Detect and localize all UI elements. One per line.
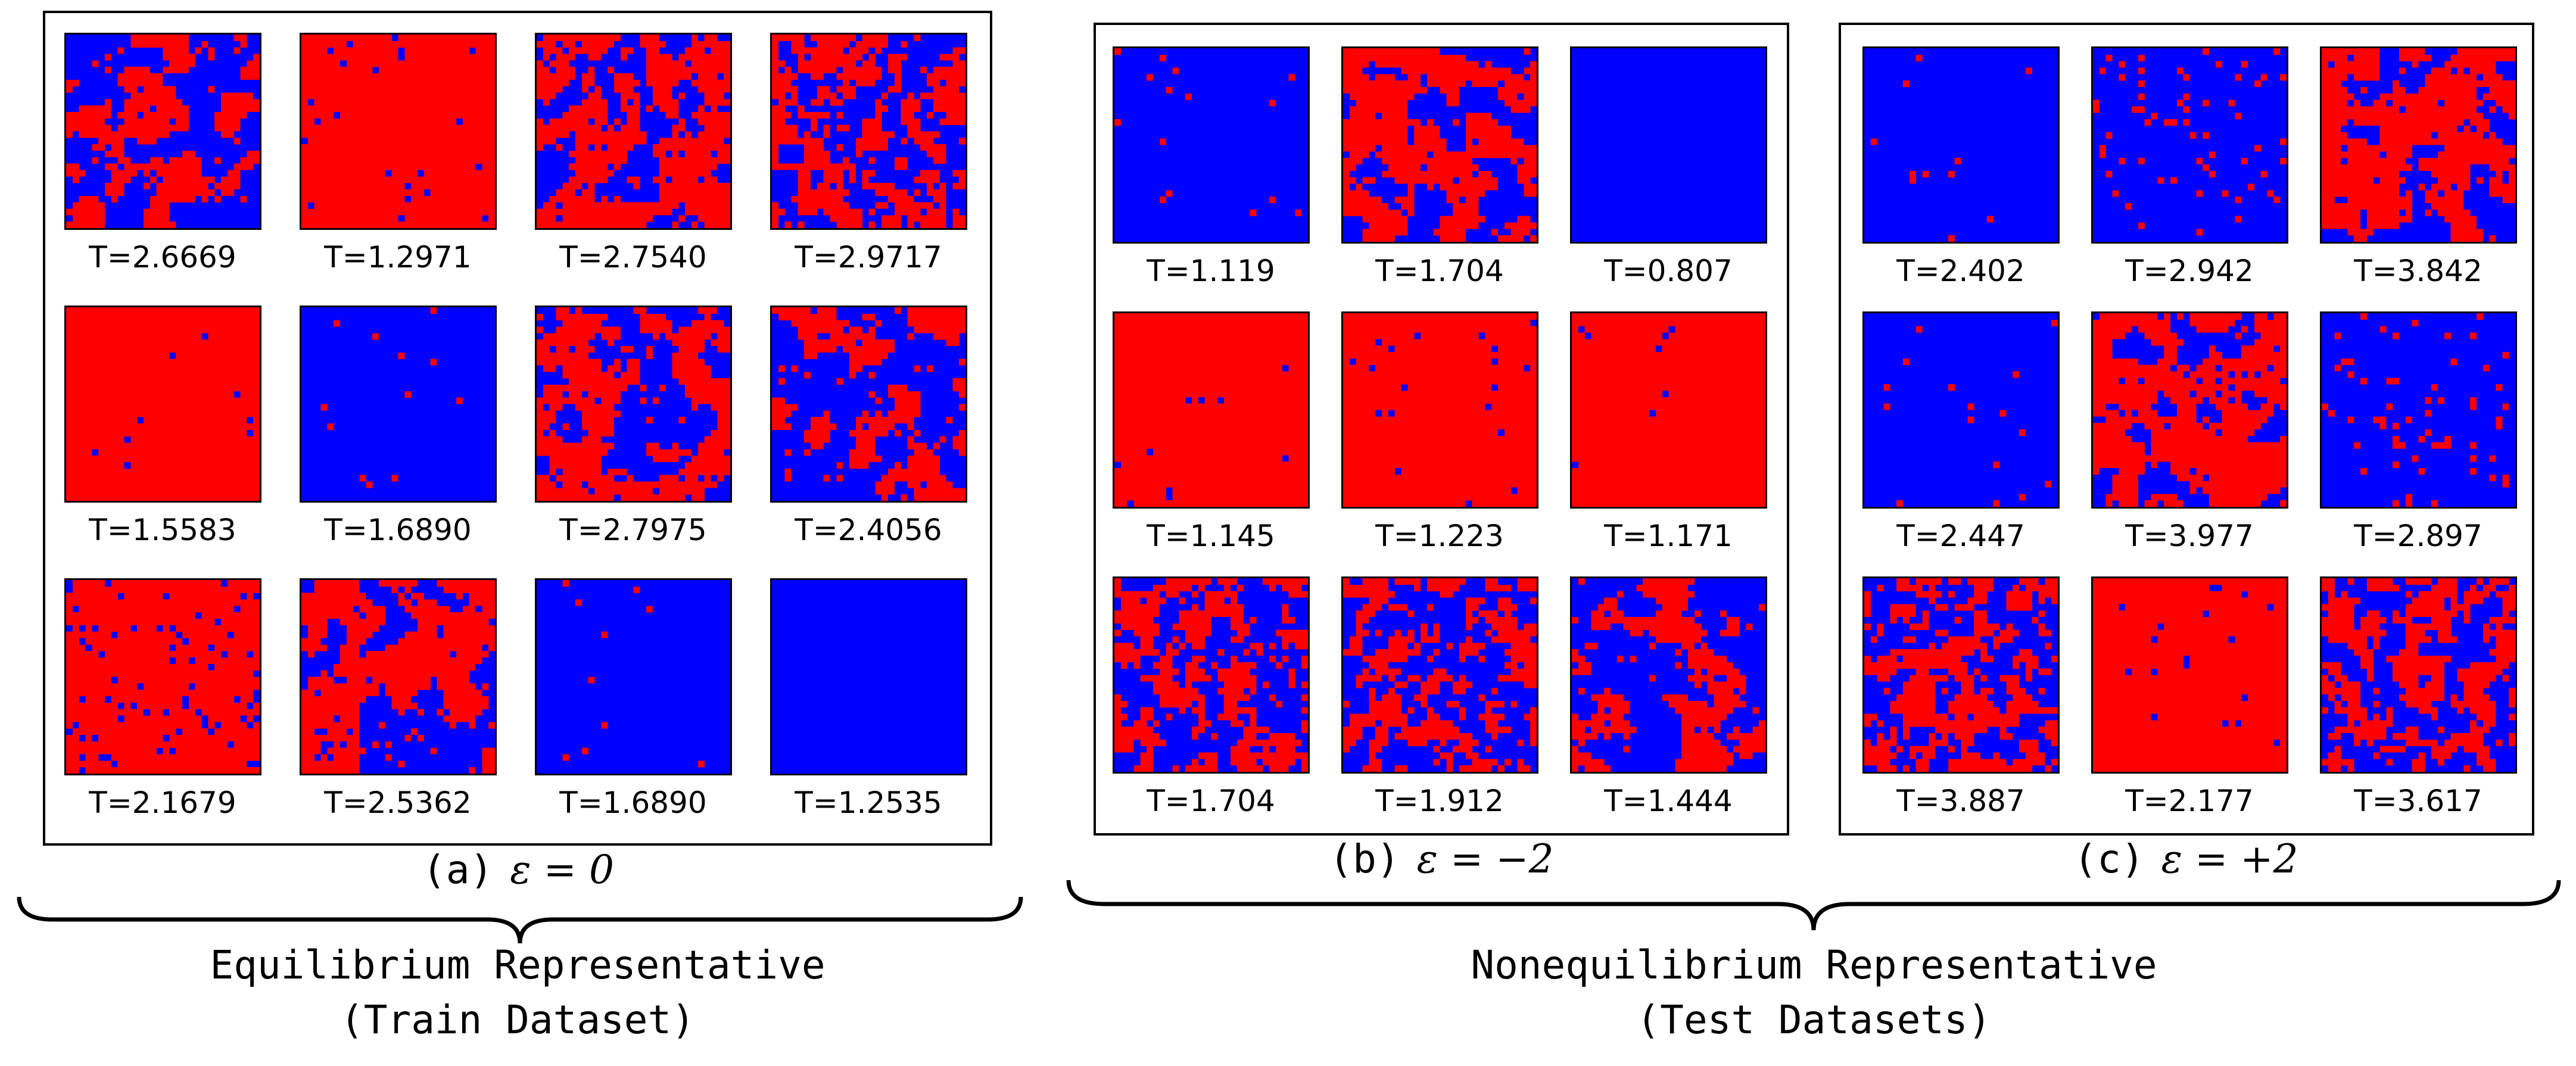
lattice-tile-a-4: [770, 33, 967, 230]
lattice-tile-a-2: [300, 33, 497, 230]
caption-b-label: (b): [1329, 836, 1400, 882]
lattice-tile-a-10: [300, 578, 497, 775]
temperature-label-b-7: T=1.704: [1147, 784, 1275, 818]
temperature-label-b-8: T=1.912: [1375, 784, 1504, 818]
temperature-label-c-3: T=3.842: [2354, 254, 2482, 288]
group-label-equilibrium-line2: (Train Dataset): [339, 997, 696, 1043]
temperature-label-a-4: T=2.9717: [795, 240, 942, 275]
temperature-label-a-10: T=2.5362: [324, 786, 472, 820]
temperature-label-a-12: T=1.2535: [795, 786, 942, 820]
temperature-label-a-8: T=2.4056: [795, 513, 942, 547]
caption-b-epsilon: ε = −2: [1416, 836, 1554, 882]
lattice-tile-a-9: [64, 578, 261, 775]
caption-a: (a) ε = 0: [310, 850, 727, 890]
lattice-tile-c-8: [2091, 576, 2288, 774]
lattice-tile-c-1: [1862, 46, 2060, 244]
lattice-tile-a-12: [770, 578, 967, 775]
lattice-tile-a-6: [300, 306, 497, 503]
temperature-label-a-9: T=2.1679: [89, 786, 236, 820]
group-label-nonequilibrium-line1: Nonequilibrium Representative: [1471, 942, 2157, 988]
group-label-nonequilibrium-line2: (Test Datasets): [1636, 997, 1992, 1043]
temperature-label-c-6: T=2.897: [2354, 519, 2482, 553]
temperature-label-c-7: T=3.887: [1896, 784, 2025, 818]
temperature-label-b-1: T=1.119: [1147, 254, 1275, 288]
lattice-tile-c-3: [2320, 46, 2517, 244]
temperature-label-a-7: T=2.7975: [559, 513, 707, 547]
temperature-label-a-3: T=2.7540: [559, 240, 707, 275]
group-label-equilibrium-line1: Equilibrium Representative: [210, 942, 826, 988]
lattice-tile-b-8: [1341, 576, 1538, 774]
lattice-tile-a-8: [770, 306, 967, 503]
lattice-tile-c-9: [2320, 576, 2517, 774]
temperature-label-a-11: T=1.6890: [559, 786, 707, 820]
temperature-label-b-9: T=1.444: [1604, 784, 1733, 818]
lattice-tile-a-3: [535, 33, 732, 230]
caption-b: (b) ε = −2: [1233, 840, 1650, 879]
lattice-tile-b-6: [1570, 311, 1767, 509]
lattice-tile-b-9: [1570, 576, 1767, 774]
temperature-label-c-1: T=2.402: [1896, 254, 2025, 288]
lattice-tile-c-4: [1862, 311, 2060, 509]
temperature-label-a-2: T=1.2971: [324, 240, 472, 275]
temperature-label-b-6: T=1.171: [1604, 519, 1733, 553]
group-label-nonequilibrium: Nonequilibrium Representative (Test Data…: [1094, 938, 2534, 1048]
caption-a-epsilon: ε = 0: [510, 847, 614, 893]
brace-equilibrium: [17, 896, 1023, 944]
temperature-label-c-5: T=3.977: [2125, 519, 2254, 553]
group-label-equilibrium: Equilibrium Representative (Train Datase…: [43, 938, 992, 1048]
lattice-tile-a-5: [64, 306, 261, 503]
lattice-tile-a-1: [64, 33, 261, 230]
lattice-tile-a-7: [535, 306, 732, 503]
caption-a-label: (a): [422, 847, 494, 893]
lattice-tile-c-5: [2091, 311, 2288, 509]
temperature-label-b-4: T=1.145: [1147, 519, 1275, 553]
temperature-label-c-2: T=2.942: [2125, 254, 2254, 288]
temperature-label-b-2: T=1.704: [1375, 254, 1504, 288]
lattice-tile-c-2: [2091, 46, 2288, 244]
caption-c-label: (c): [2073, 836, 2145, 882]
temperature-label-a-5: T=1.5583: [89, 513, 236, 547]
lattice-tile-b-4: [1113, 311, 1310, 509]
temperature-label-b-3: T=0.807: [1604, 254, 1733, 288]
temperature-label-b-5: T=1.223: [1375, 519, 1504, 553]
lattice-tile-c-6: [2320, 311, 2517, 509]
lattice-tile-b-3: [1570, 46, 1767, 244]
temperature-label-a-1: T=2.6669: [89, 240, 236, 275]
caption-c-epsilon: ε = +2: [2161, 836, 2298, 882]
brace-nonequilibrium: [1066, 880, 2561, 931]
lattice-tile-b-1: [1113, 46, 1310, 244]
lattice-tile-b-5: [1341, 311, 1538, 509]
temperature-label-c-8: T=2.177: [2125, 784, 2254, 818]
lattice-tile-b-2: [1341, 46, 1538, 244]
lattice-tile-b-7: [1113, 576, 1310, 774]
lattice-tile-a-11: [535, 578, 732, 775]
temperature-label-c-4: T=2.447: [1896, 519, 2025, 553]
lattice-tile-c-7: [1862, 576, 2060, 774]
temperature-label-a-6: T=1.6890: [324, 513, 472, 547]
temperature-label-c-9: T=3.617: [2354, 784, 2482, 818]
caption-c: (c) ε = +2: [1977, 840, 2394, 879]
